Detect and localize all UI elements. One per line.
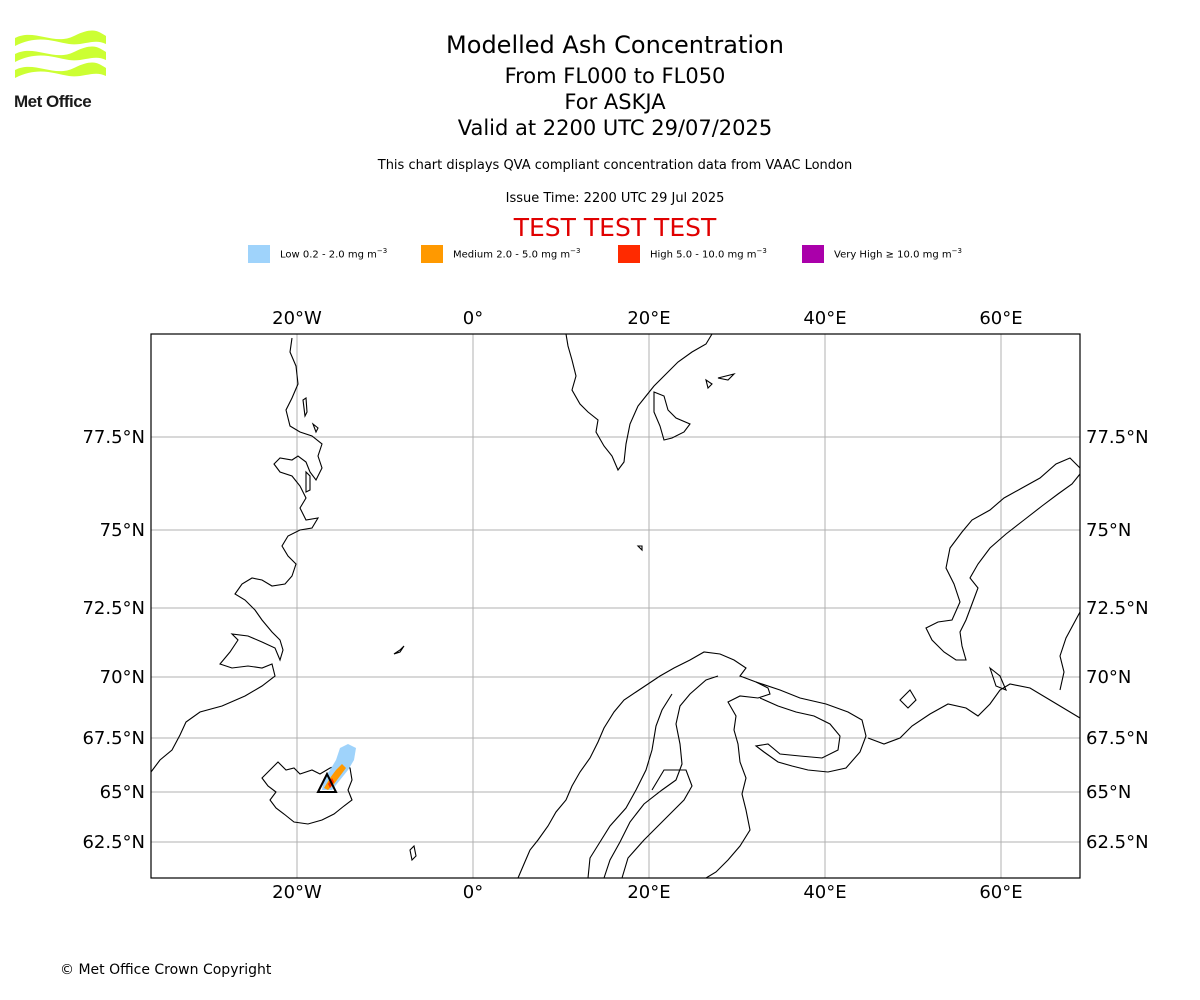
lat-tick-right: 67.5°N [1086, 728, 1149, 749]
svalbard-coast [565, 333, 713, 472]
legend-swatch-medium [421, 245, 443, 263]
concentration-legend: Low 0.2 - 2.0 mg m−3 Medium 2.0 - 5.0 mg… [0, 244, 1200, 264]
map-frame [150, 333, 1081, 879]
novaya-zemlya [925, 457, 1081, 661]
legend-item-very-high: Very High ≥ 10.0 mg m−3 [802, 244, 962, 264]
lat-tick-left: 75°N [100, 520, 145, 541]
lon-tick-bottom: 0° [463, 882, 483, 903]
sweden-finland-border [603, 675, 719, 879]
lon-tick-bottom: 60°E [979, 882, 1022, 903]
lon-tick-top: 60°E [979, 308, 1022, 329]
legend-label-medium: Medium 2.0 - 5.0 mg m−3 [453, 247, 581, 261]
greenland-island [311, 422, 319, 434]
greenland-coast [150, 337, 323, 773]
latitude-ticks-right: 77.5°N 75°N 72.5°N 70°N 67.5°N 65°N 62.5… [1086, 427, 1149, 853]
lat-tick-right: 65°N [1086, 782, 1131, 803]
lat-tick-right: 77.5°N [1086, 427, 1149, 448]
lat-tick-left: 67.5°N [82, 728, 145, 749]
volcano-name: For ASKJA [564, 90, 666, 114]
lat-tick-right: 72.5°N [1086, 598, 1149, 619]
legend-swatch-low [248, 245, 270, 263]
lat-tick-left: 62.5°N [82, 832, 145, 853]
finland-coast [621, 769, 693, 879]
legend-label-very-high: Very High ≥ 10.0 mg m−3 [834, 247, 962, 261]
scandinavia-coast [517, 651, 771, 879]
logo-text: Met Office [14, 92, 92, 111]
legend-item-low: Low 0.2 - 2.0 mg m−3 [248, 244, 387, 264]
valid-time: Valid at 2200 UTC 29/07/2025 [457, 116, 773, 140]
greenland-island-2 [302, 397, 308, 418]
lat-tick-left: 72.5°N [82, 598, 145, 619]
flight-level-range: From FL000 to FL050 [504, 64, 726, 88]
issue-time: Issue Time: 2200 UTC 29 Jul 2025 [505, 191, 725, 206]
lon-tick-bottom: 20°W [272, 882, 322, 903]
map-gridlines [151, 334, 1080, 878]
longitude-ticks-bottom: 20°W 0° 20°E 40°E 60°E [272, 882, 1022, 903]
lat-tick-right: 62.5°N [1086, 832, 1149, 853]
copyright-notice: © Met Office Crown Copyright [60, 962, 272, 978]
norway-sweden-border [587, 693, 673, 879]
coastlines [150, 333, 1081, 879]
greenland-fjord [305, 470, 311, 493]
lon-tick-top: 40°E [803, 308, 846, 329]
kola-coast [754, 681, 867, 773]
chart-title: Modelled Ash Concentration [446, 31, 784, 59]
lon-tick-top: 0° [463, 308, 483, 329]
lat-tick-right: 75°N [1086, 520, 1131, 541]
legend-swatch-very-high [802, 245, 824, 263]
russia-north-coast [867, 683, 1081, 745]
lat-tick-left: 65°N [100, 782, 145, 803]
lat-tick-right: 70°N [1086, 667, 1131, 688]
yamal-edge [1059, 611, 1081, 691]
lon-tick-bottom: 20°E [627, 882, 670, 903]
lat-tick-left: 70°N [100, 667, 145, 688]
legend-label-low: Low 0.2 - 2.0 mg m−3 [280, 247, 388, 261]
lon-tick-top: 20°E [627, 308, 670, 329]
vaygach [988, 666, 1008, 692]
legend-item-medium: Medium 2.0 - 5.0 mg m−3 [421, 244, 581, 264]
lat-tick-left: 77.5°N [82, 427, 145, 448]
lon-tick-bottom: 40°E [803, 882, 846, 903]
kong-karls [717, 372, 736, 381]
test-banner: TEST TEST TEST [513, 213, 717, 242]
kvitoya [705, 378, 713, 390]
volcano-marker-icon [316, 771, 338, 793]
met-office-logo-icon [15, 30, 106, 78]
compliance-note: This chart displays QVA compliant concen… [377, 158, 853, 173]
faroe-islands [409, 844, 417, 862]
svalbard-nordaust [653, 391, 691, 441]
lon-tick-top: 20°W [272, 308, 322, 329]
longitude-ticks-top: 20°W 0° 20°E 40°E 60°E [272, 308, 1022, 329]
latitude-ticks-left: 77.5°N 75°N 72.5°N 70°N 67.5°N 65°N 62.5… [82, 427, 145, 853]
legend-item-high: High 5.0 - 10.0 mg m−3 [618, 244, 767, 264]
jan-mayen [393, 645, 405, 655]
legend-swatch-high [618, 245, 640, 263]
iceland-coast [261, 761, 353, 825]
legend-label-high: High 5.0 - 10.0 mg m−3 [650, 247, 767, 261]
bjornoya [636, 545, 643, 552]
kolguev [899, 689, 917, 709]
